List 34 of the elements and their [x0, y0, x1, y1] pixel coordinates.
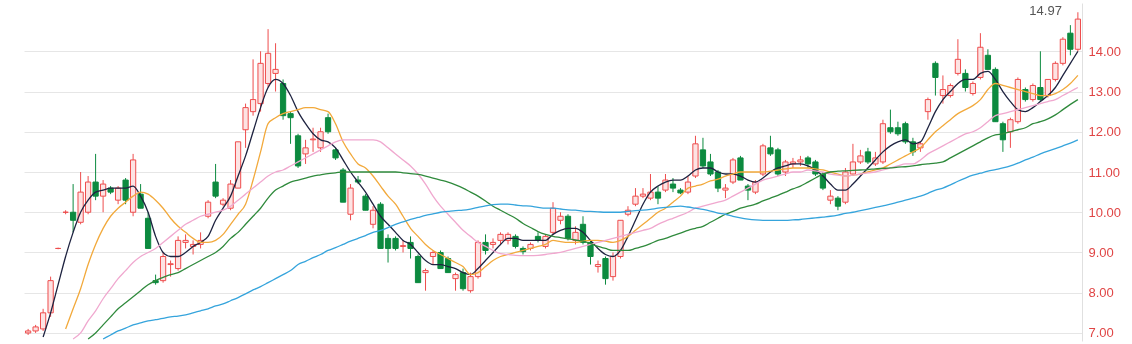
candlestick	[302, 139, 309, 165]
candlestick	[924, 97, 932, 121]
candlestick	[489, 237, 497, 249]
y-tick-label: 12.00	[1088, 124, 1122, 140]
candlestick	[324, 113, 332, 135]
y-tick-label: 9.00	[1088, 244, 1114, 260]
candlestick	[429, 249, 437, 266]
candlestick	[422, 268, 429, 292]
candlestick	[92, 153, 99, 201]
candlestick	[399, 239, 407, 253]
candlestick	[69, 183, 77, 233]
y-tick-label: 13.00	[1088, 84, 1122, 100]
candlestick	[1037, 50, 1044, 103]
candlestick	[122, 177, 129, 205]
y-tick-label: 14.00	[1088, 43, 1122, 59]
candlestick	[1067, 24, 1074, 56]
candlestick	[459, 268, 467, 292]
candlestick	[932, 60, 939, 97]
candlestick	[962, 68, 969, 93]
candlestick	[99, 179, 107, 213]
candlestick	[654, 185, 662, 205]
y-tick-label: 10.00	[1088, 204, 1122, 220]
candlestick	[212, 163, 219, 199]
candlestick	[954, 38, 962, 76]
y-tick-label: 11.00	[1088, 164, 1121, 180]
annotation: 14.97	[1029, 3, 1062, 18]
candlestick	[369, 205, 377, 229]
line-series	[102, 139, 1079, 340]
candlestick	[594, 260, 602, 274]
y-tick-label: 7.00	[1088, 325, 1114, 341]
candlestick	[602, 256, 609, 286]
candlestick	[729, 157, 737, 185]
y-tick-label: 8.00	[1088, 285, 1114, 301]
candlestick	[452, 272, 459, 292]
